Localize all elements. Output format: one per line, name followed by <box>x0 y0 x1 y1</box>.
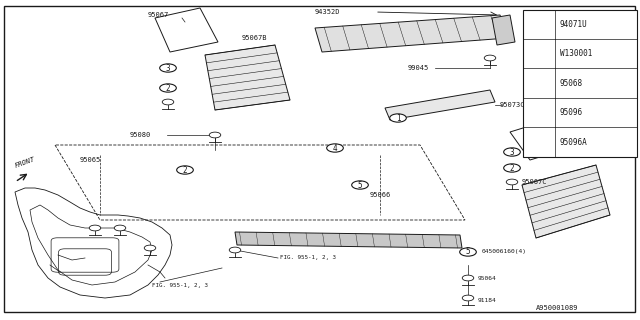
Text: 3: 3 <box>536 79 541 88</box>
Text: FRONT: FRONT <box>14 156 36 169</box>
Text: 95073C: 95073C <box>500 102 525 108</box>
Text: 3: 3 <box>509 148 515 156</box>
Circle shape <box>529 108 549 118</box>
Circle shape <box>504 164 520 172</box>
Text: 045006160(4): 045006160(4) <box>482 250 527 254</box>
Circle shape <box>144 245 156 251</box>
Polygon shape <box>205 45 290 110</box>
Polygon shape <box>522 165 610 238</box>
Circle shape <box>114 225 125 231</box>
Text: 95066: 95066 <box>370 192 391 198</box>
Text: 5: 5 <box>358 180 362 189</box>
Circle shape <box>529 19 549 29</box>
Text: 95067: 95067 <box>148 12 169 18</box>
Text: 95067B: 95067B <box>242 35 268 41</box>
Circle shape <box>352 181 369 189</box>
Text: 95068: 95068 <box>560 79 583 88</box>
Text: 2: 2 <box>509 164 515 172</box>
Circle shape <box>504 148 520 156</box>
Circle shape <box>163 99 174 105</box>
Polygon shape <box>235 232 462 248</box>
Text: 95096: 95096 <box>560 108 583 117</box>
Text: 95064: 95064 <box>478 276 497 281</box>
Text: 1: 1 <box>396 114 400 123</box>
Circle shape <box>160 64 177 72</box>
Circle shape <box>326 144 343 152</box>
Circle shape <box>390 114 406 122</box>
Text: 5: 5 <box>536 138 541 147</box>
Text: 5: 5 <box>466 247 470 257</box>
Text: 2: 2 <box>536 49 541 58</box>
Text: 95065: 95065 <box>80 157 101 163</box>
Circle shape <box>484 55 496 61</box>
Text: 2: 2 <box>166 84 170 92</box>
Circle shape <box>529 137 549 147</box>
Text: FIG. 955-1, 2, 3: FIG. 955-1, 2, 3 <box>280 255 336 260</box>
Text: 95067C: 95067C <box>522 179 547 185</box>
Circle shape <box>506 179 518 185</box>
Text: 99045: 99045 <box>408 65 429 71</box>
Circle shape <box>462 295 474 301</box>
Circle shape <box>529 49 549 59</box>
Circle shape <box>177 166 193 174</box>
Text: 94352D: 94352D <box>315 9 340 15</box>
Text: 94071U: 94071U <box>560 20 588 29</box>
Circle shape <box>462 275 474 281</box>
Bar <box>523 10 637 157</box>
Text: 1: 1 <box>536 20 541 29</box>
Text: 95067A: 95067A <box>600 132 625 138</box>
Text: 95080: 95080 <box>130 132 151 138</box>
Circle shape <box>229 247 241 253</box>
Polygon shape <box>492 15 515 45</box>
Text: A950001089: A950001089 <box>536 305 578 311</box>
Circle shape <box>209 132 221 138</box>
Text: 4: 4 <box>536 108 541 117</box>
Text: 4: 4 <box>333 143 337 153</box>
Circle shape <box>460 248 476 256</box>
Circle shape <box>529 78 549 88</box>
Text: FIG. 955-1, 2, 3: FIG. 955-1, 2, 3 <box>152 283 208 287</box>
Text: 91184: 91184 <box>478 298 497 302</box>
Text: W130001: W130001 <box>560 49 593 58</box>
Circle shape <box>160 84 177 92</box>
Text: 2: 2 <box>182 165 188 174</box>
Polygon shape <box>315 15 508 52</box>
Polygon shape <box>385 90 495 120</box>
Text: 95096A: 95096A <box>560 138 588 147</box>
Circle shape <box>89 225 100 231</box>
Text: 3: 3 <box>166 63 170 73</box>
